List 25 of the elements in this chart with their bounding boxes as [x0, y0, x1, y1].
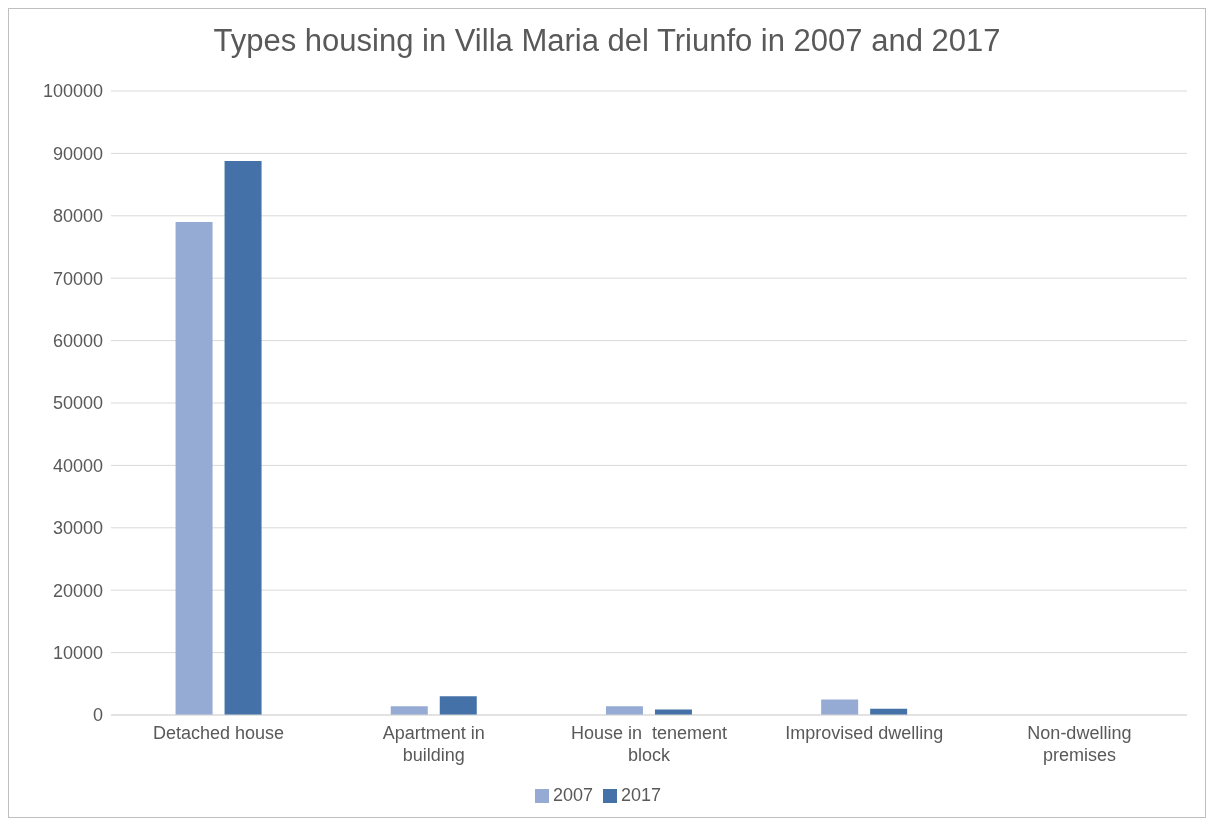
- y-tick-label: 70000: [52, 268, 103, 289]
- x-tick-label: Non-dwelling premises: [1027, 723, 1132, 765]
- bar: [605, 706, 643, 715]
- bar: [439, 696, 477, 715]
- y-tick-label: 90000: [52, 143, 103, 164]
- y-tick-label: 10000: [52, 642, 103, 663]
- y-tick-label: 60000: [52, 330, 103, 351]
- y-tick-label: 0: [92, 705, 103, 726]
- bar: [175, 222, 213, 715]
- bar: [224, 160, 262, 715]
- x-tick-label: Detached house: [153, 723, 285, 743]
- y-tick-label: 80000: [52, 206, 103, 227]
- x-tick-label: Apartment in building: [382, 723, 485, 765]
- y-tick-label: 100000: [42, 81, 103, 102]
- y-tick-label: 50000: [52, 393, 103, 414]
- y-tick-label: 40000: [52, 455, 103, 476]
- y-tick-label: 30000: [52, 518, 103, 539]
- y-tick-label: 20000: [52, 580, 103, 601]
- x-tick-label: House in tenement block: [570, 723, 728, 765]
- chart-title: Types housing in Villa Maria del Triunfo in 2007 and 2017: [212, 22, 1002, 60]
- x-tick-label: Improvised dwelling: [785, 723, 944, 743]
- bar: [390, 706, 428, 715]
- bar: [821, 699, 859, 715]
- legend-label: 2017: [621, 785, 662, 805]
- legend-label: 2007: [552, 785, 593, 805]
